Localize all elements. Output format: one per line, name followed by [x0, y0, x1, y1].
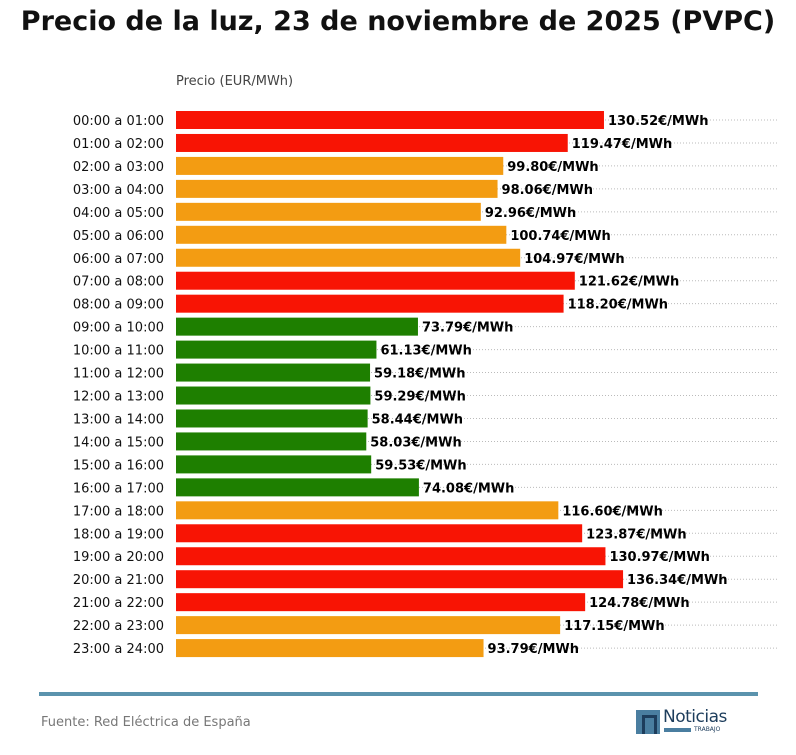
y-tick-label: 05:00 a 06:00 — [73, 229, 164, 244]
data-label: 116.60€/MWh — [562, 504, 663, 519]
y-tick-label: 14:00 a 15:00 — [73, 435, 164, 450]
bar — [176, 409, 368, 428]
y-tick-label: 00:00 a 01:00 — [73, 114, 164, 129]
logo-word: Noticias — [663, 707, 727, 727]
bar — [176, 616, 561, 635]
footer-divider — [39, 692, 758, 696]
data-label: 104.97€/MWh — [524, 252, 625, 267]
bar — [176, 271, 575, 290]
y-tick-label: 01:00 a 02:00 — [73, 137, 164, 152]
data-label: 121.62€/MWh — [579, 275, 680, 290]
data-label: 119.47€/MWh — [572, 137, 673, 152]
noticias-trabajo-logo: Noticias TRABAJO — [636, 707, 736, 736]
bar — [176, 570, 624, 589]
bar — [176, 547, 606, 566]
bar — [176, 501, 559, 520]
data-label: 92.96€/MWh — [485, 206, 576, 221]
data-label: 123.87€/MWh — [586, 527, 687, 542]
data-label: 74.08€/MWh — [423, 481, 514, 496]
y-tick-label: 02:00 a 03:00 — [73, 160, 164, 175]
bar — [176, 179, 498, 198]
bar — [176, 294, 564, 313]
data-label: 117.15€/MWh — [564, 619, 665, 634]
bar — [176, 202, 481, 221]
y-tick-label: 12:00 a 13:00 — [73, 390, 164, 405]
y-tick-label: 09:00 a 10:00 — [73, 321, 164, 336]
data-label: 130.52€/MWh — [608, 114, 709, 129]
bar — [176, 340, 377, 359]
y-tick-label: 15:00 a 16:00 — [73, 458, 164, 473]
data-label: 73.79€/MWh — [422, 321, 513, 336]
y-tick-label: 16:00 a 17:00 — [73, 481, 164, 496]
bar — [176, 432, 367, 451]
y-tick-label: 17:00 a 18:00 — [73, 504, 164, 519]
y-tick-label: 19:00 a 20:00 — [73, 550, 164, 565]
data-label: 59.18€/MWh — [374, 367, 465, 382]
bar — [176, 386, 371, 405]
data-label: 100.74€/MWh — [510, 229, 610, 244]
y-tick-label: 23:00 a 24:00 — [73, 642, 164, 657]
bar — [176, 524, 583, 543]
data-label: 130.97€/MWh — [609, 550, 710, 565]
chart-title: Precio de la luz, 23 de noviembre de 202… — [20, 6, 776, 37]
y-tick-label: 21:00 a 22:00 — [73, 596, 164, 611]
bar — [176, 156, 504, 175]
bar — [176, 363, 371, 382]
bar — [176, 317, 418, 336]
data-label: 59.53€/MWh — [375, 458, 466, 473]
x-axis-label: Precio (EUR/MWh) — [176, 74, 294, 89]
bar — [176, 639, 484, 658]
y-tick-label: 18:00 a 19:00 — [73, 527, 164, 542]
y-tick-label: 20:00 a 21:00 — [73, 573, 164, 588]
y-tick-label: 11:00 a 12:00 — [73, 367, 164, 382]
data-label: 118.20€/MWh — [568, 298, 669, 313]
y-tick-label: 08:00 a 09:00 — [73, 298, 164, 313]
data-label: 58.03€/MWh — [370, 435, 461, 450]
data-label: 58.44€/MWh — [372, 412, 463, 427]
y-tick-label: 04:00 a 05:00 — [73, 206, 164, 221]
bar — [176, 478, 419, 497]
y-tick-label: 06:00 a 07:00 — [73, 252, 164, 267]
data-label: 124.78€/MWh — [589, 596, 690, 611]
logo-bar — [664, 728, 691, 732]
bar — [176, 593, 586, 612]
data-label: 99.80€/MWh — [507, 160, 598, 175]
logo-sub: TRABAJO — [694, 726, 721, 733]
bar — [176, 225, 507, 244]
y-tick-label: 03:00 a 04:00 — [73, 183, 164, 198]
logo-mark-icon — [636, 710, 660, 734]
bar — [176, 455, 372, 474]
y-tick-label: 07:00 a 08:00 — [73, 275, 164, 290]
y-tick-label: 10:00 a 11:00 — [73, 344, 164, 359]
data-label: 98.06€/MWh — [502, 183, 593, 198]
bar — [176, 133, 568, 152]
bar — [176, 248, 521, 267]
y-tick-label: 22:00 a 23:00 — [73, 619, 164, 634]
bar-chart: 00:00 a 01:00 130.52€/MWh 01:00 a 02:00 119… — [73, 111, 779, 658]
data-label: 61.13€/MWh — [380, 344, 471, 359]
source-text: Fuente: Red Eléctrica de España — [41, 715, 251, 730]
data-label: 136.34€/MWh — [627, 573, 728, 588]
data-label: 93.79€/MWh — [488, 642, 579, 657]
y-tick-label: 13:00 a 14:00 — [73, 412, 164, 427]
bar — [176, 111, 604, 129]
data-label: 59.29€/MWh — [374, 390, 465, 405]
